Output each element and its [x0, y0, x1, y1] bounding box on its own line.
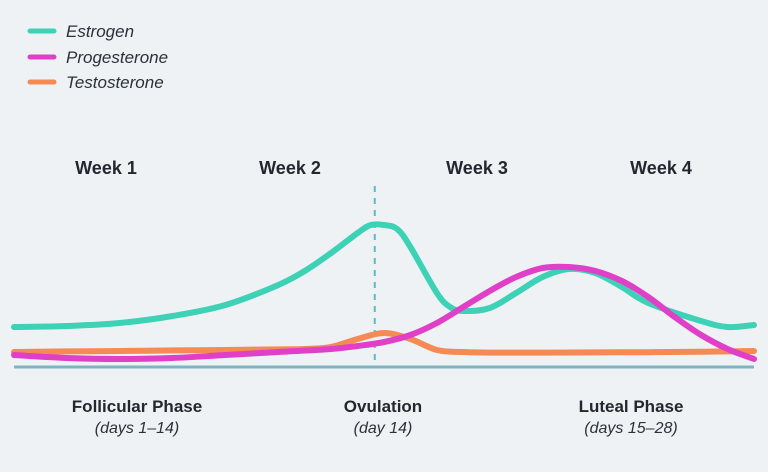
legend: Estrogen Progesterone Testosterone [27, 22, 168, 92]
legend-label-estrogen: Estrogen [66, 22, 134, 41]
phase-range-follicular: (days 1–14) [95, 420, 180, 437]
phase-label-luteal: Luteal Phase [579, 397, 684, 416]
series-layer [11, 221, 757, 362]
phase-range-ovulation: (day 14) [354, 420, 413, 437]
week-label-1: Week 1 [75, 158, 137, 178]
legend-item-estrogen: Estrogen [27, 22, 134, 41]
phase-label-ovulation: Ovulation [344, 397, 422, 416]
phase-label-follicular: Follicular Phase [72, 397, 202, 416]
week-label-4: Week 4 [630, 158, 692, 178]
series-line-progesterone [11, 263, 757, 362]
legend-item-testosterone: Testosterone [27, 73, 164, 92]
week-label-3: Week 3 [446, 158, 508, 178]
series-line-testosterone [11, 330, 757, 356]
legend-label-progesterone: Progesterone [66, 48, 168, 67]
phase-range-luteal: (days 15–28) [584, 420, 677, 437]
series-line-estrogen [11, 221, 757, 331]
legend-label-testosterone: Testosterone [66, 73, 164, 92]
phase-labels: Follicular Phase (days 1–14) Ovulation (… [72, 397, 684, 437]
week-label-2: Week 2 [259, 158, 321, 178]
week-labels: Week 1 Week 2 Week 3 Week 4 [75, 158, 692, 178]
legend-item-progesterone: Progesterone [27, 48, 168, 67]
